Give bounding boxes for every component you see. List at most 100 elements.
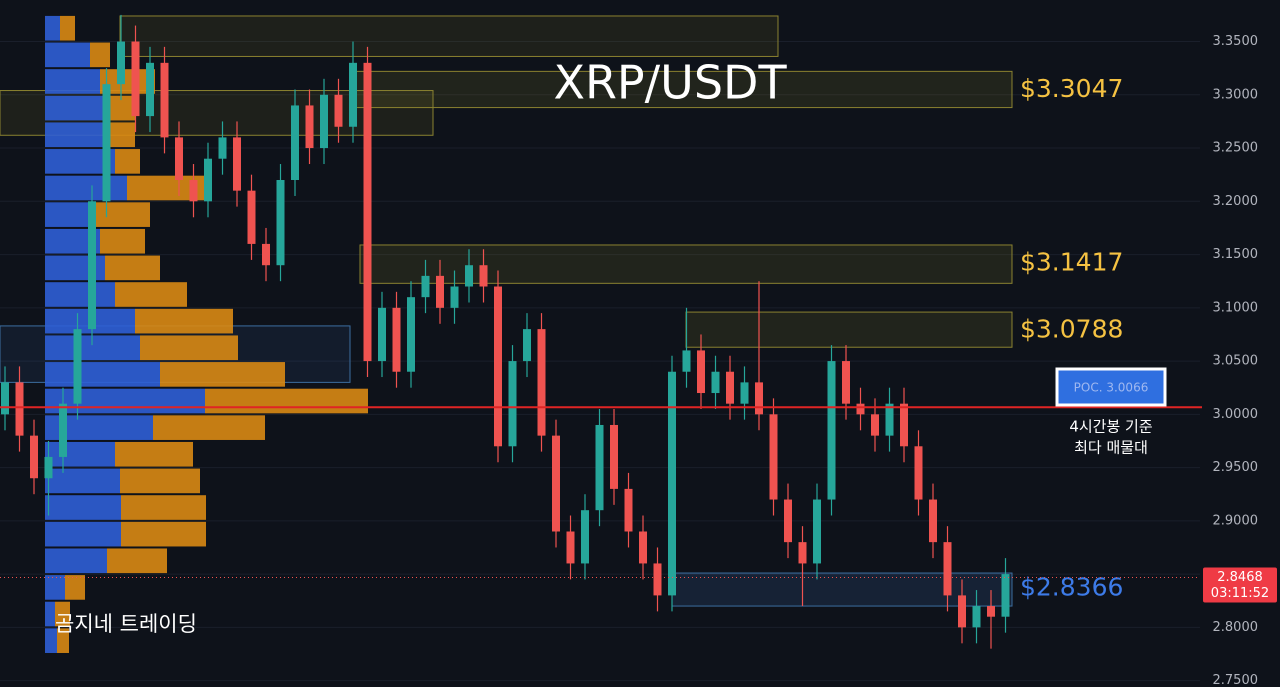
candle-body [900, 403, 908, 447]
y-tick-label: 3.0500 [1213, 354, 1259, 369]
candle-body [668, 371, 676, 596]
level-label: $2.8366 [1020, 572, 1123, 601]
profile-buy [45, 601, 55, 627]
last-price: 2.8468 [1217, 570, 1263, 585]
profile-buy [45, 388, 205, 414]
candle-body [247, 190, 256, 244]
candle-body [233, 137, 241, 191]
profile-buy [45, 495, 121, 520]
candle-body [595, 424, 604, 511]
profile-buy [45, 122, 110, 148]
candle-body [73, 329, 82, 404]
profile-sell [115, 441, 193, 467]
candle-body [552, 435, 560, 532]
candle-body [697, 350, 705, 394]
candles [1, 14, 1010, 649]
y-tick-label: 2.7500 [1213, 673, 1259, 687]
candle-body [929, 499, 937, 543]
candle-body [291, 105, 299, 181]
candle-body [59, 403, 67, 457]
last-price-box [1203, 567, 1277, 603]
profile-sell [60, 15, 75, 41]
profile-buy [45, 575, 65, 600]
y-tick-label: 2.9500 [1213, 460, 1259, 475]
profile-sell [120, 468, 200, 494]
y-tick-label: 3.0000 [1213, 407, 1259, 422]
profile-buy [45, 202, 95, 227]
candle-body [407, 297, 415, 372]
candle-body [1001, 574, 1010, 617]
candle-body [88, 201, 96, 330]
profile-buy [45, 175, 127, 201]
candle-body [639, 531, 647, 564]
candle-body [987, 606, 995, 617]
overlay: 3.3500 3.3000 3.2500 3.2000 3.1500 3.1000 3.05… [0, 34, 1277, 687]
profile-buy [45, 521, 121, 547]
candle-body [581, 510, 589, 564]
candle-body [30, 435, 38, 479]
y-tick-label: 3.3000 [1213, 87, 1259, 102]
profile-sell [135, 308, 233, 334]
y-tick-label: 2.9000 [1213, 513, 1259, 528]
profile-buy [45, 628, 57, 653]
profile-sell [160, 362, 285, 387]
candle-body [465, 265, 473, 287]
level-label: $3.0788 [1020, 314, 1123, 343]
profile-sell [110, 122, 135, 148]
candle-body [972, 606, 981, 628]
candle-body [378, 307, 386, 362]
candle-body [610, 424, 618, 489]
level-zone [359, 244, 1013, 284]
profile-sell [205, 388, 368, 414]
candle-body [363, 62, 372, 362]
zone [119, 15, 779, 57]
poc-box [1055, 367, 1167, 407]
profile-buy [45, 15, 60, 41]
poc-note: 최다 매물대 [1074, 439, 1148, 457]
candle-body [15, 382, 24, 436]
chart-title: XRP/USDT [553, 56, 787, 110]
candle-body [769, 414, 778, 500]
candle-body [189, 180, 198, 202]
profile-sell [121, 521, 206, 547]
profile-sell [107, 548, 167, 574]
profile-buy [45, 362, 160, 387]
candle-body [813, 499, 821, 564]
candle-body [160, 62, 169, 138]
profile-sell [115, 149, 140, 174]
poc-note: 4시간봉 기준 [1069, 418, 1153, 436]
candle-body [334, 94, 343, 127]
candle-body [44, 456, 53, 479]
candle-body [479, 265, 488, 287]
candle-body [450, 286, 459, 308]
profile-sell [121, 495, 206, 520]
candle-body [320, 94, 328, 149]
candle-body [798, 542, 807, 564]
candle-body [624, 488, 633, 532]
candle-body [102, 84, 111, 202]
profile-sell [90, 42, 110, 68]
y-tick-label: 2.8000 [1213, 620, 1259, 635]
candle-body [117, 41, 125, 85]
profile-buy [45, 468, 120, 494]
candle-body [842, 361, 850, 404]
candle-body [1, 382, 9, 415]
candle-body [305, 105, 314, 149]
poc-label: POC. 3.0066 [1074, 381, 1149, 395]
profile-sell [57, 628, 69, 653]
candle-body [711, 371, 720, 394]
candle-body [856, 403, 865, 415]
candle-body [740, 382, 749, 404]
candle-body [566, 531, 575, 564]
candle-body [871, 414, 879, 436]
profile-sell [127, 175, 212, 201]
profile-sell [55, 601, 70, 627]
profile-sell [153, 415, 265, 440]
candle-body [392, 307, 401, 372]
candle-body [146, 62, 154, 117]
level-zone [685, 311, 1013, 348]
level-zone [671, 572, 1013, 607]
candle-body [682, 350, 691, 372]
profile-sell [95, 202, 150, 227]
